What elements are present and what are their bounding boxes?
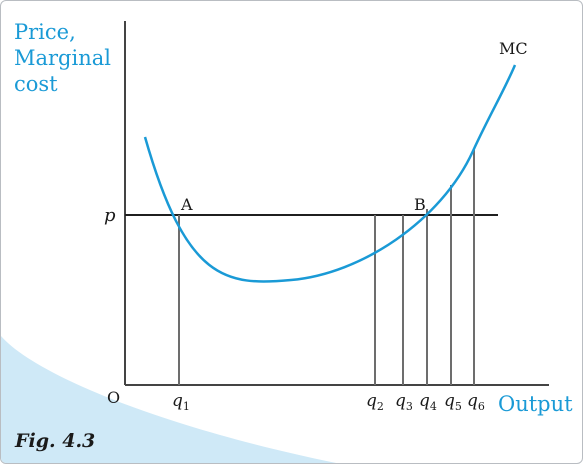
point-label-b: B xyxy=(414,195,426,214)
y-axis-label-line-1: Price, xyxy=(14,20,76,44)
q3-label: q3 xyxy=(395,391,413,413)
corner-panel xyxy=(1,336,337,463)
origin-label: O xyxy=(107,388,120,407)
y-axis-label-line-2: Marginal xyxy=(14,46,111,70)
q1-label: q1 xyxy=(172,391,190,413)
y-axis-label: Price, Marginal cost xyxy=(14,20,118,96)
mc-curve xyxy=(143,64,517,283)
q4-label: q4 xyxy=(419,391,437,413)
y-axis-label-line-3: cost xyxy=(14,72,58,96)
point-label-a: A xyxy=(180,195,193,214)
q6-label: q6 xyxy=(467,391,485,413)
price-label: p xyxy=(104,205,116,226)
q5-label: q5 xyxy=(444,391,462,413)
figure-caption: Fig. 4.3 xyxy=(14,430,95,452)
mc-label: MC xyxy=(499,39,528,58)
x-axis-label: Output xyxy=(498,392,573,416)
q2-label: q2 xyxy=(366,391,384,413)
